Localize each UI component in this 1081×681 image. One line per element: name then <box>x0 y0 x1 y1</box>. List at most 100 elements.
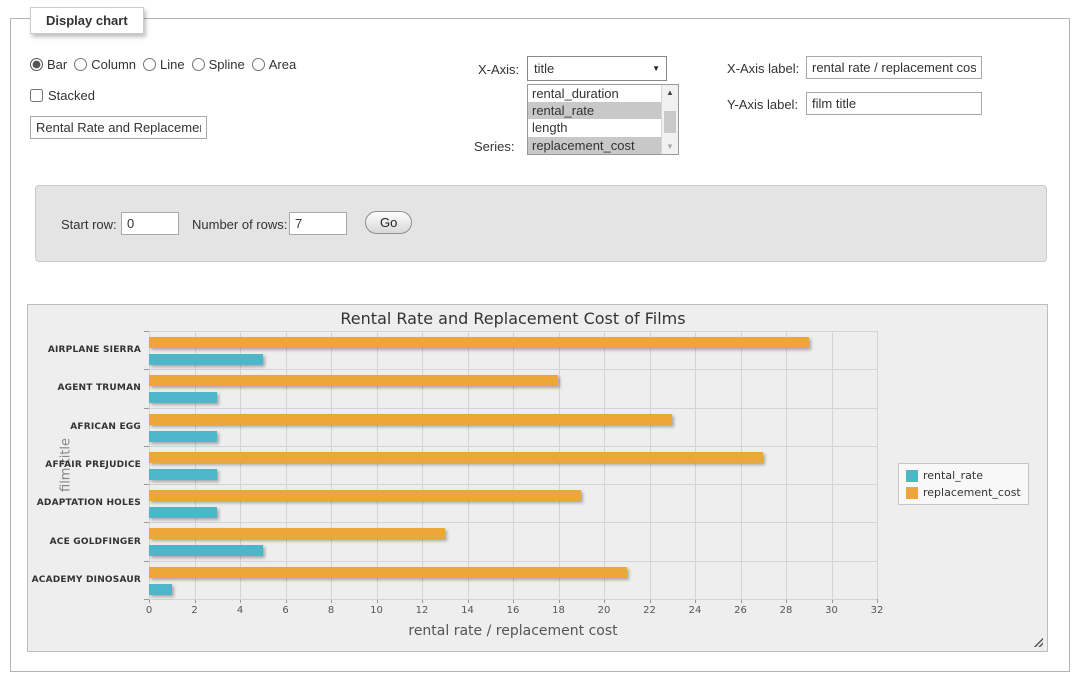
x-axis-tick <box>513 599 514 603</box>
gridline-horizontal <box>149 522 877 524</box>
bar-replacement_cost <box>149 451 764 463</box>
x-axis-tick <box>194 599 196 603</box>
gridline-vertical <box>376 331 378 599</box>
bar-rental_rate <box>149 430 218 442</box>
x-tick-label: 20 <box>597 605 611 616</box>
x-axis-tick <box>604 599 605 603</box>
gridline-vertical <box>695 331 696 599</box>
chart-legend: rental_rate replacement_cost <box>898 463 1029 505</box>
stacked-option[interactable]: Stacked <box>30 88 95 103</box>
category-label: ACADEMY DINOSAUR <box>31 574 141 585</box>
legend-swatch <box>906 469 918 482</box>
chart-type-bar[interactable]: Bar <box>30 57 67 72</box>
scroll-down-icon[interactable]: ▼ <box>662 139 678 154</box>
chart-type-label: Bar <box>47 57 68 72</box>
gridline-horizontal <box>149 369 877 371</box>
x-axis-select-label: X-Axis: <box>478 62 520 77</box>
x-axis-tick <box>786 599 787 603</box>
chart-type-area[interactable]: Area <box>251 57 296 72</box>
series-option-rental_rate[interactable]: rental_rate <box>528 102 661 120</box>
category-label: AIRPLANE SIERRA <box>47 345 141 356</box>
gridline-vertical <box>467 331 469 599</box>
series-listbox[interactable]: rental_duration rental_rate length replacem… <box>527 84 679 155</box>
chart-type-radio-line[interactable] <box>143 58 157 71</box>
gridline-horizontal <box>149 331 877 332</box>
x-axis-label-label: X-Axis label: <box>727 61 800 76</box>
panel-title: Display chart <box>30 7 144 34</box>
x-tick-label: 30 <box>825 605 838 616</box>
gridline-vertical <box>149 331 150 599</box>
legend-swatch <box>906 486 918 499</box>
gridline-vertical <box>513 331 514 599</box>
legend-label: rental_rate <box>923 469 983 482</box>
x-tick-label: 28 <box>779 605 793 616</box>
gridline-vertical <box>331 331 332 599</box>
series-option-length[interactable]: length <box>532 120 568 136</box>
x-tick-label: 16 <box>506 605 520 616</box>
chart-title-input[interactable] <box>30 116 207 139</box>
category-label: AFRICAN EGG <box>70 421 141 432</box>
x-axis-tick <box>376 599 378 603</box>
y-axis-tick <box>144 331 149 332</box>
legend-item-replacement_cost[interactable]: replacement_cost <box>906 486 1021 499</box>
stacked-checkbox[interactable] <box>30 89 43 102</box>
x-axis-label-input[interactable] <box>806 56 982 79</box>
chart-type-radio-spline[interactable] <box>191 58 205 71</box>
x-axis-tick <box>285 599 287 603</box>
series-option-rental_duration[interactable]: rental_duration <box>532 86 619 101</box>
series-scrollbar[interactable]: ▲ ▼ <box>661 85 678 154</box>
chart-type-spline[interactable]: Spline <box>191 57 245 72</box>
chart-type-radio-group: Bar Column Line Spline Area <box>30 57 296 72</box>
x-axis-tick <box>467 599 469 603</box>
x-tick-label: 18 <box>552 605 565 616</box>
num-rows-input[interactable] <box>289 212 347 235</box>
gridline-vertical <box>831 331 833 599</box>
chart-type-label: Column <box>91 57 137 72</box>
bar-rental_rate <box>149 507 218 519</box>
gridline-horizontal <box>149 484 877 486</box>
gridline-vertical <box>422 331 423 599</box>
x-tick-label: 14 <box>461 605 474 616</box>
y-axis-tick <box>144 407 149 409</box>
legend-item-rental_rate[interactable]: rental_rate <box>906 469 1021 482</box>
chart-type-radio-area[interactable] <box>251 58 265 71</box>
gridline-horizontal <box>149 445 877 447</box>
series-options: rental_duration rental_rate length replacem… <box>528 85 661 154</box>
gridline-vertical <box>604 331 605 599</box>
series-label: Series: <box>474 139 515 154</box>
x-axis-select[interactable]: title ▼ <box>527 56 667 81</box>
x-axis-tick <box>331 599 332 603</box>
go-button[interactable]: Go <box>365 211 413 234</box>
chart-type-label: Spline <box>208 57 245 72</box>
gridline-vertical <box>194 331 196 599</box>
bar-rental_rate <box>149 353 263 366</box>
x-tick-label: 32 <box>870 605 884 616</box>
bar-replacement_cost <box>149 528 445 540</box>
category-label: ACE GOLDFINGER <box>49 536 141 547</box>
x-axis-tick <box>695 599 696 603</box>
y-axis-tick <box>144 484 149 486</box>
x-tick-label: 2 <box>191 605 198 616</box>
resize-handle-icon[interactable] <box>1033 637 1043 647</box>
chart-type-radio-bar[interactable] <box>30 58 43 71</box>
x-tick-label: 10 <box>370 605 383 616</box>
start-row-input[interactable] <box>121 212 179 235</box>
chart-type-radio-column[interactable] <box>74 58 88 71</box>
chart-type-column[interactable]: Column <box>74 57 136 72</box>
legend-label: replacement_cost <box>923 486 1021 499</box>
chart-title: Rental Rate and Replacement Cost of Film… <box>340 309 686 328</box>
x-axis-selected-value: title <box>534 61 555 76</box>
x-axis-tick <box>877 599 878 603</box>
scroll-up-icon[interactable]: ▲ <box>662 85 678 100</box>
x-tick-label: 24 <box>688 605 702 616</box>
chart-type-line[interactable]: Line <box>143 57 185 72</box>
series-option-replacement_cost[interactable]: replacement_cost <box>528 136 661 154</box>
x-axis-tick <box>422 599 423 603</box>
gridline-horizontal <box>149 407 877 409</box>
y-axis-tick <box>144 599 149 600</box>
y-axis-label-input[interactable] <box>806 92 982 115</box>
x-tick-label: 26 <box>734 605 747 616</box>
x-tick-label: 22 <box>643 605 656 616</box>
scrollbar-thumb[interactable] <box>664 111 676 133</box>
